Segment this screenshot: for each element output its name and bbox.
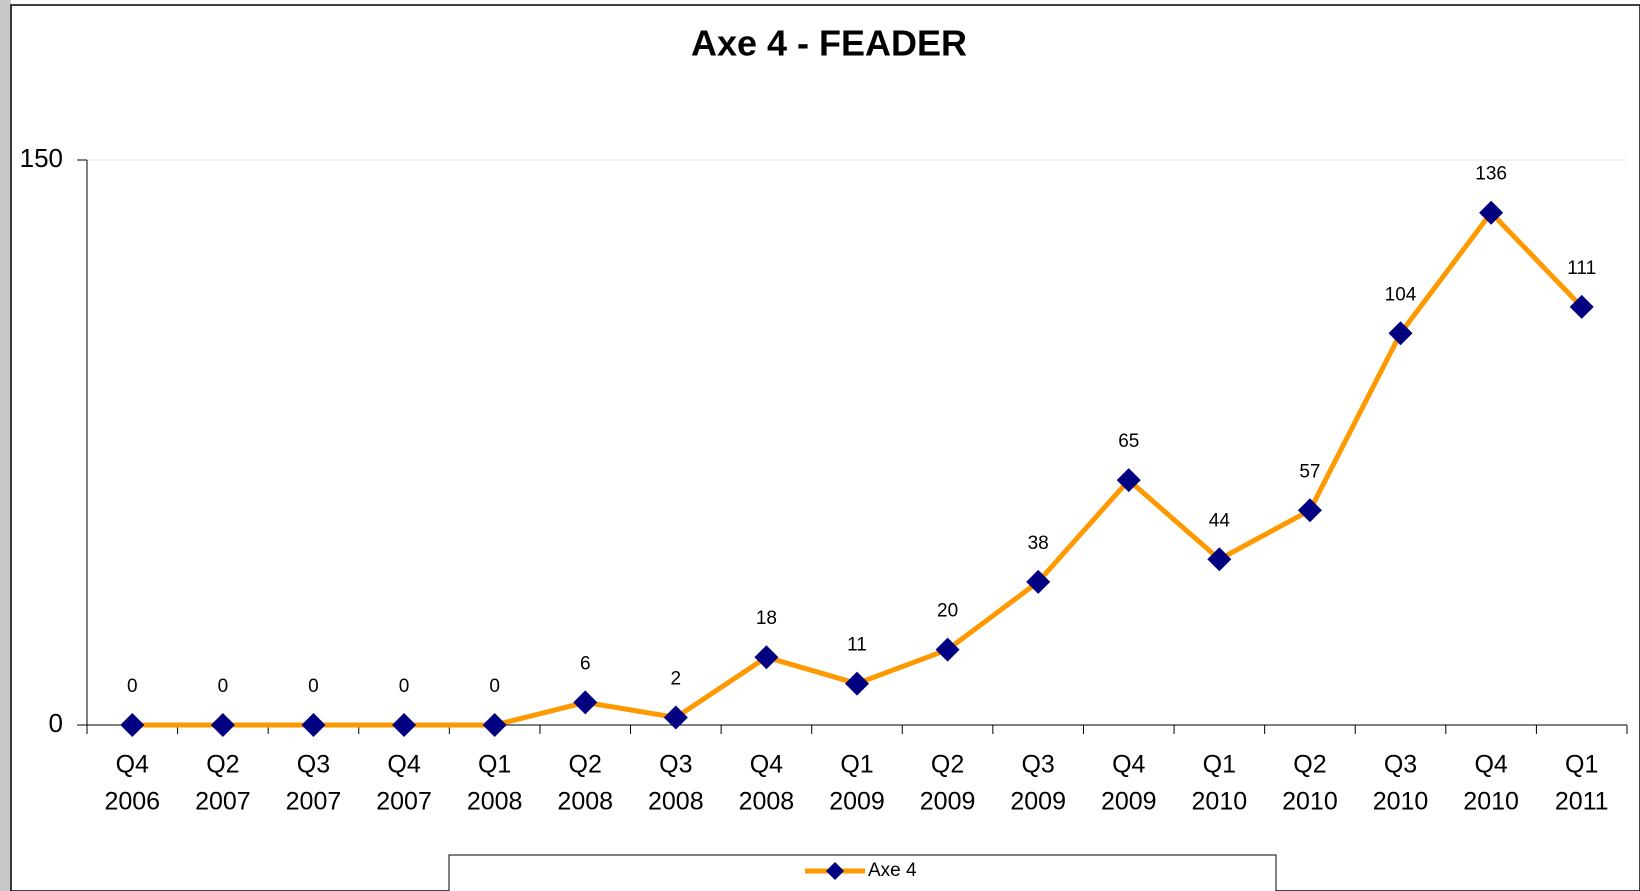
x-tick-label: 2008 [648, 788, 704, 816]
data-point [301, 713, 326, 737]
x-tick-label: Q3 [1384, 751, 1417, 779]
x-tick-label: 2009 [1010, 788, 1066, 816]
data-label: 0 [489, 676, 500, 697]
x-tick-label: Q1 [1565, 751, 1598, 779]
legend-label: Axe 4 [868, 860, 917, 881]
x-tick-label: Q3 [1021, 751, 1054, 779]
data-point [482, 713, 507, 737]
data-label: 11 [847, 635, 867, 656]
legend-marker [826, 862, 844, 880]
data-point [1026, 569, 1051, 594]
x-tick-label: 2007 [195, 788, 251, 816]
x-tick-label: Q4 [1112, 751, 1145, 779]
data-label: 111 [1567, 258, 1596, 279]
x-tick-label: 2006 [104, 788, 160, 816]
data-point [210, 713, 235, 737]
chart-title: Axe 4 - FEADER [691, 23, 967, 64]
chart-frame [10, 4, 1640, 891]
x-tick-label: Q2 [206, 751, 239, 779]
data-label: 136 [1475, 164, 1507, 185]
data-point [120, 713, 145, 737]
x-tick-label: Q3 [297, 751, 330, 779]
x-tick-label: Q1 [840, 751, 873, 779]
x-tick-label: 2008 [739, 788, 795, 816]
x-tick-label: Q4 [387, 751, 420, 779]
x-tick-label: Q4 [1474, 751, 1507, 779]
data-point [1388, 321, 1413, 346]
x-tick-label: 2010 [1373, 788, 1429, 816]
data-point [754, 645, 779, 670]
x-tick-label: Q4 [116, 751, 149, 779]
data-label: 0 [218, 676, 229, 697]
x-tick-label: Q2 [931, 751, 964, 779]
x-tick-label: 2009 [829, 788, 885, 816]
x-tick-label: 2010 [1282, 788, 1338, 816]
data-label: 0 [399, 676, 410, 697]
x-tick-label: Q1 [1203, 751, 1236, 779]
x-tick-label: Q2 [569, 751, 602, 779]
data-label: 6 [580, 653, 591, 674]
x-tick-label: Q3 [659, 751, 692, 779]
data-label: 65 [1118, 431, 1139, 452]
data-point [1297, 498, 1322, 523]
data-point [573, 690, 598, 715]
data-label: 38 [1028, 533, 1049, 554]
x-tick-label: 2009 [1101, 788, 1157, 816]
data-point [663, 705, 688, 730]
x-tick-label: 2011 [1555, 788, 1609, 816]
data-label: 0 [127, 676, 138, 697]
data-label: 44 [1209, 510, 1231, 531]
data-point [1116, 468, 1141, 493]
x-tick-label: 2008 [557, 788, 613, 816]
x-tick-label: 2009 [920, 788, 976, 816]
data-point [1207, 547, 1232, 572]
data-label: 104 [1385, 284, 1417, 305]
data-point [845, 671, 869, 696]
y-tick-label: 0 [49, 708, 63, 738]
data-point [935, 637, 960, 662]
data-label: 57 [1299, 461, 1320, 482]
x-tick-label: Q4 [750, 751, 783, 779]
x-tick-label: 2010 [1192, 788, 1248, 816]
data-label: 20 [937, 601, 958, 622]
x-tick-label: 2010 [1463, 788, 1519, 816]
data-point [392, 713, 417, 737]
data-label: 2 [671, 668, 682, 689]
data-point [1479, 200, 1504, 225]
x-tick-label: Q1 [478, 751, 511, 779]
x-tick-label: 2008 [467, 788, 523, 816]
data-label: 18 [756, 608, 777, 629]
data-point [1569, 294, 1594, 319]
x-tick-label: 2007 [376, 788, 432, 816]
data-label: 0 [308, 676, 319, 697]
side-strip [0, 0, 11, 891]
y-tick-label: 150 [20, 143, 63, 173]
x-tick-label: Q2 [1293, 751, 1326, 779]
x-tick-label: 2007 [286, 788, 342, 816]
